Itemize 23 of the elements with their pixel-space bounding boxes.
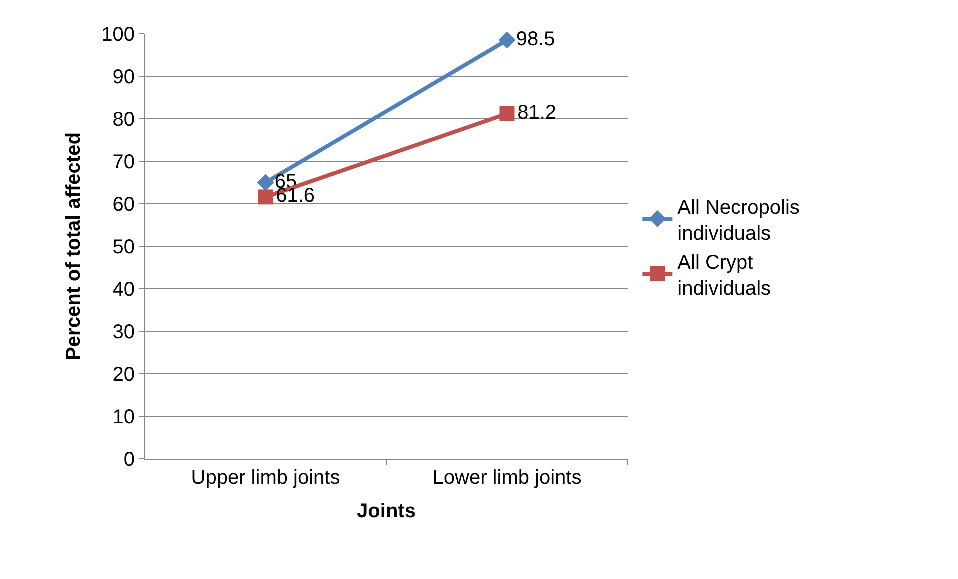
y-tick-label: 90 (112, 66, 135, 88)
x-tick-label: Upper limb joints (191, 467, 340, 489)
y-tick-label: 70 (112, 152, 135, 174)
legend-label: All Necropolis individuals (678, 196, 800, 245)
x-tick-label: Lower limb joints (432, 467, 582, 489)
point (498, 32, 516, 49)
data-label: 81.2 (518, 102, 557, 124)
x-axis-title: Joints (357, 500, 416, 522)
point (258, 190, 274, 205)
point (257, 174, 274, 192)
y-tick-label: 0 (124, 449, 135, 471)
y-tick-label: 100 (102, 24, 135, 46)
point (500, 106, 515, 122)
y-tick-label: 20 (112, 364, 135, 386)
y-tick-label: 50 (112, 236, 135, 258)
y-tick-label: 60 (112, 194, 135, 216)
data-label: 98.5 (516, 28, 556, 50)
y-tick-label: 10 (112, 406, 135, 428)
y-tick-label: 80 (112, 109, 135, 131)
legend-label: All Crypt individuals (678, 252, 772, 300)
y-tick-label: 30 (112, 322, 135, 344)
y-axis-title: Percent of total affected (63, 132, 86, 360)
y-tick-label: 40 (112, 279, 135, 301)
